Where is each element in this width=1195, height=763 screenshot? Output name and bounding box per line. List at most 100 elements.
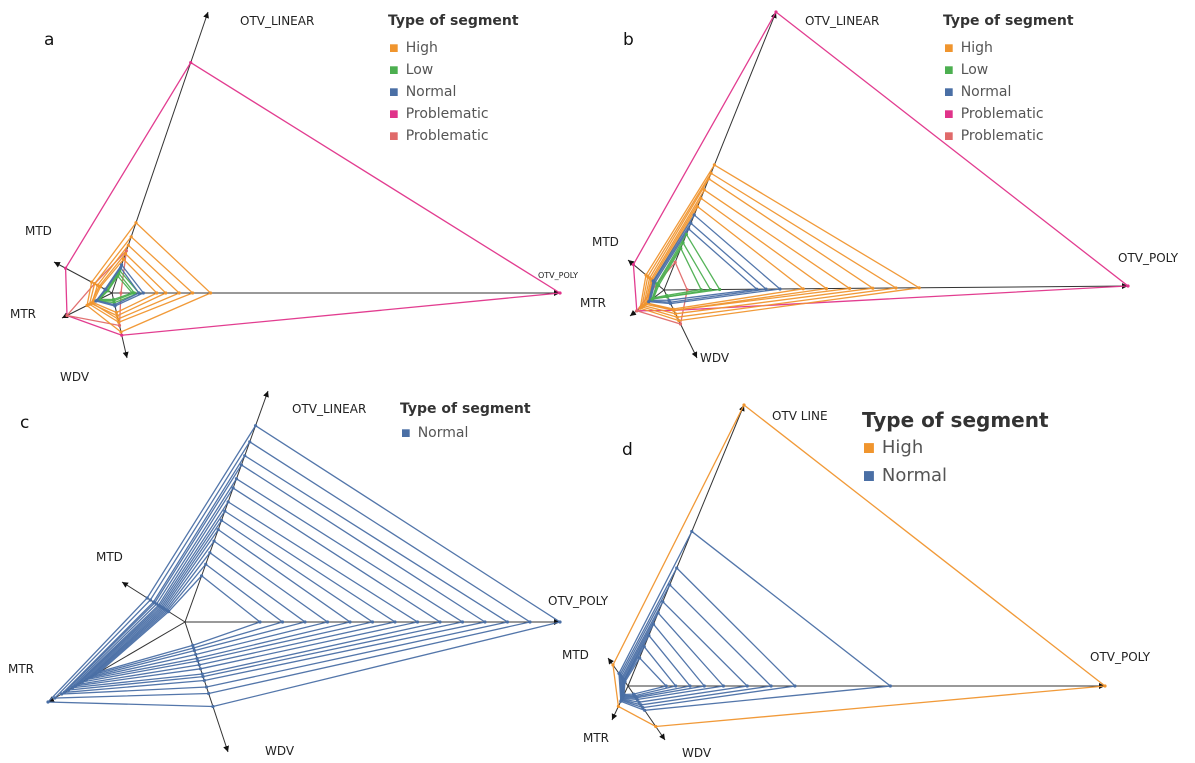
axis-line-mtr xyxy=(611,685,629,721)
series-point xyxy=(699,288,703,292)
legend-entry: High xyxy=(406,40,438,56)
axis-label: MTR xyxy=(8,662,34,676)
series-point xyxy=(71,686,75,690)
series-point xyxy=(415,620,420,624)
series-point xyxy=(651,622,656,626)
legend-entry: Problematic xyxy=(961,106,1044,122)
series-point xyxy=(280,620,285,624)
series-polygon xyxy=(621,623,706,699)
axis-label: OTV_LINEAR xyxy=(805,14,879,28)
series-polygon xyxy=(648,222,768,303)
series-point xyxy=(824,287,829,291)
series-point xyxy=(223,509,227,513)
series-point xyxy=(192,646,196,650)
radar-panel-d: OTV LINE OTV_POLY WDV MTR MTD d Type of segmen… xyxy=(562,403,1151,760)
series-point xyxy=(707,177,711,181)
legend-swatch xyxy=(864,471,874,481)
series-point xyxy=(231,486,235,490)
series-point xyxy=(201,675,205,679)
series-point xyxy=(671,307,675,311)
axis-label: MTR xyxy=(583,731,609,745)
series-point xyxy=(647,633,651,638)
series-point xyxy=(631,692,636,696)
axis-label: OTV_LINEAR xyxy=(240,14,314,28)
series-polygon xyxy=(86,221,212,333)
series-polygon xyxy=(622,645,677,697)
axis-line-otv-linear xyxy=(184,390,269,623)
legend-swatch xyxy=(390,132,398,140)
series-point xyxy=(679,246,683,250)
series-point xyxy=(119,330,123,334)
axis-label: MTR xyxy=(10,307,36,321)
series-point xyxy=(370,620,375,624)
series-point xyxy=(675,315,679,319)
series-point xyxy=(191,643,195,648)
axis-label: MTD xyxy=(562,648,589,662)
axis-label: OTV_LINEAR xyxy=(292,402,366,416)
series-point xyxy=(216,528,220,532)
series-point xyxy=(673,312,678,316)
series-point xyxy=(65,313,69,318)
legend-title: Type of segment xyxy=(400,401,531,417)
series-point xyxy=(117,320,121,324)
series-point xyxy=(53,696,57,700)
series-polygon xyxy=(644,188,852,312)
series-point xyxy=(85,303,89,308)
axis-label: OTV_POLY xyxy=(548,594,609,608)
series-polygon xyxy=(91,551,307,678)
series-point xyxy=(219,518,224,522)
series-point xyxy=(623,680,627,684)
series-point xyxy=(46,700,50,704)
legend-swatch xyxy=(945,110,953,118)
series-point xyxy=(212,539,216,543)
series-point xyxy=(684,232,689,236)
series-point xyxy=(708,288,713,292)
series-point xyxy=(104,287,108,292)
series-polygon xyxy=(618,530,893,711)
series-point xyxy=(239,463,244,467)
series-polygon xyxy=(642,177,875,315)
series-point xyxy=(656,611,660,615)
series-point xyxy=(226,500,230,504)
legend-entry: Normal xyxy=(418,425,469,441)
series-point xyxy=(483,620,487,624)
legend-swatch xyxy=(945,44,953,52)
series-point xyxy=(119,291,123,295)
radar-panel-b: OTV_LINEAR OTV_POLY WDV MTR MTD b Type of segm… xyxy=(580,10,1179,365)
series-point xyxy=(699,196,703,200)
series-point xyxy=(124,249,128,253)
axis-label: MTD xyxy=(25,224,52,238)
series-polygon xyxy=(60,454,510,695)
series-polygon xyxy=(84,528,352,681)
series-point xyxy=(208,291,213,295)
series-point xyxy=(917,286,921,290)
legend-swatch xyxy=(945,132,953,140)
series-point xyxy=(718,287,722,292)
series-point xyxy=(721,684,726,688)
series-point xyxy=(675,566,679,570)
series-point xyxy=(145,596,149,600)
series-point xyxy=(638,656,642,660)
series-polygon xyxy=(652,246,703,299)
series-point xyxy=(87,676,91,680)
series-point xyxy=(200,672,204,676)
axis-label: WDV xyxy=(700,351,730,365)
series-point xyxy=(611,663,615,667)
series-polygon xyxy=(632,11,1130,312)
series-point xyxy=(211,704,215,709)
legend-swatch xyxy=(390,66,398,74)
series-polygon xyxy=(619,566,797,709)
series-polygon xyxy=(92,258,158,314)
legend-swatch xyxy=(864,443,874,453)
series-polygon xyxy=(91,244,181,320)
series-polygon xyxy=(73,500,420,687)
series-polygon xyxy=(620,583,773,706)
axis-label: WDV xyxy=(60,370,90,384)
series-point xyxy=(801,287,805,291)
legend-title: Type of segment xyxy=(943,13,1074,29)
series-point xyxy=(616,704,621,709)
series-point xyxy=(129,235,133,239)
series-point xyxy=(558,291,562,295)
series-point xyxy=(189,60,193,65)
